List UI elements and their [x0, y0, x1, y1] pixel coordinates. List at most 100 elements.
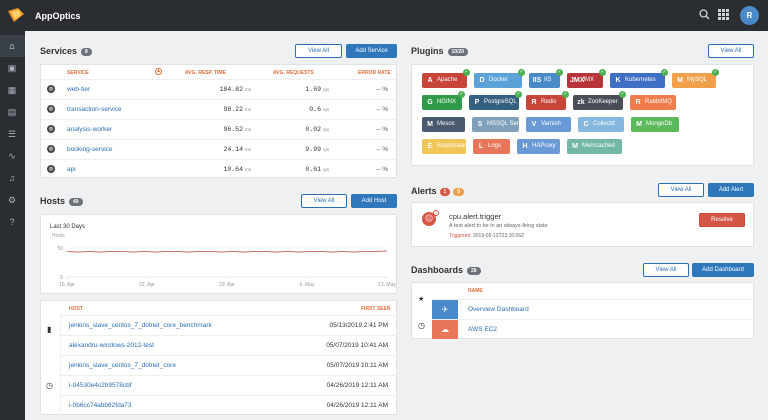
clock-icon[interactable]: ◷	[46, 381, 53, 390]
add-service-button[interactable]: Add Service	[346, 44, 397, 58]
metrics-icon[interactable]: ☰	[7, 129, 17, 139]
plugin-tile[interactable]: M Memcached	[567, 139, 622, 154]
service-name[interactable]: web-tier	[67, 86, 91, 93]
plugin-tile[interactable]: G NGINX ✓	[422, 91, 465, 110]
plugin-logo-icon: R	[531, 99, 537, 106]
plugin-name: HAProxy	[532, 143, 556, 149]
col-first-seen[interactable]: FIRST SEEN	[361, 306, 391, 312]
plugin-tile[interactable]: C Collectd	[578, 117, 624, 132]
plugin-tile[interactable]: R RabbitMQ	[630, 95, 676, 110]
plugin-tile[interactable]: A Apache ✓	[422, 69, 470, 88]
plugin-tile[interactable]: D Docker ✓	[474, 69, 525, 88]
plugin-tile[interactable]: P PostgreSQL ✓	[469, 91, 522, 110]
host-name[interactable]: jenkins_slave_centos_7_dotnet_core	[69, 362, 176, 369]
service-row[interactable]: ◍ booking-service 24.14 ms 9.99 rps -- %	[41, 139, 396, 159]
alerts-view-all-button[interactable]: View All	[658, 183, 704, 197]
service-error-rate: -- %	[376, 106, 388, 113]
alerts-bell-icon[interactable]: ♫	[8, 173, 16, 183]
recent-clock-icon[interactable]: ◷	[418, 321, 425, 330]
plugin-tile[interactable]: S MSSQL Server	[472, 117, 527, 132]
col-name[interactable]: NAME	[468, 288, 483, 294]
plugin-tile[interactable]: M MySQL ✓	[672, 69, 719, 88]
home-icon[interactable]: ⌂	[9, 41, 15, 51]
plugin-tile[interactable]: M MongoDb	[631, 117, 679, 132]
alert-item[interactable]: ☹ × cpu.alert.trigger A test alert to be…	[411, 202, 754, 247]
service-req-unit: rps	[323, 127, 330, 132]
plugin-tile[interactable]: H HAProxy	[517, 139, 560, 154]
col-requests[interactable]: AVG. REQUESTS	[273, 70, 314, 76]
star-icon[interactable]: ★	[418, 296, 425, 303]
bookmark-icon[interactable]: ▮	[47, 325, 52, 334]
service-row[interactable]: ◍ api 10.64 ms 0.61 rps -- %	[41, 159, 396, 179]
services-view-all-button[interactable]: View All	[295, 44, 342, 58]
plugin-tile[interactable]: V Varnish	[526, 117, 571, 132]
host-row[interactable]: jenkins_slave_centos_7_dotnet_core_bench…	[61, 315, 398, 335]
service-row[interactable]: ◍ analysis-worker 96.52 ms 0.02 rps -- %	[41, 119, 396, 139]
service-name[interactable]: api	[67, 166, 76, 173]
col-error-rate[interactable]: ERROR RATE	[358, 70, 391, 76]
plugin-name: IIS	[544, 77, 552, 83]
plugin-tile[interactable]: JMX JMX ✓	[567, 69, 606, 88]
col-resp-time[interactable]: AVG. RESP. TIME	[185, 70, 226, 76]
plugin-logo-icon: D	[479, 77, 485, 84]
service-row[interactable]: ◍ transaction-service 98.22 ms 0.6 rps -…	[41, 99, 396, 119]
service-name[interactable]: analysis-worker	[67, 126, 113, 133]
hosts-side-column: ▮ ◷	[41, 315, 61, 416]
service-name[interactable]: transaction-service	[67, 106, 122, 113]
dashboard-name[interactable]: Overview Dashboard	[468, 306, 529, 313]
plugin-tile[interactable]: K Kubernetes ✓	[610, 69, 668, 88]
help-icon[interactable]: ?	[9, 217, 15, 227]
host-first-seen: 04/26/2019 12:11 AM	[326, 382, 388, 389]
plugin-name: Apache	[437, 77, 458, 83]
dashboard-row[interactable]: ✈ Overview Dashboard	[432, 299, 755, 319]
user-avatar[interactable]: R	[740, 6, 759, 25]
installed-check-icon: ✓	[619, 91, 626, 98]
plugin-tile[interactable]: R Redis ✓	[526, 91, 569, 110]
plugin-tile[interactable]: L Logs	[473, 139, 510, 154]
service-req-unit: rps	[323, 87, 330, 92]
plugin-logo-icon: S	[477, 121, 483, 128]
plugins-view-all-button[interactable]: View All	[708, 44, 754, 58]
top-bar: AppOptics R	[0, 0, 768, 31]
host-row[interactable]: i-04530e4c2b9578cbf 04/26/2019 12:11 AM	[61, 375, 398, 395]
search-icon[interactable]	[699, 9, 710, 22]
sort-icon[interactable]: ▲	[155, 68, 162, 75]
dashboards-icon[interactable]: ▤	[7, 107, 17, 117]
host-first-seen: 04/26/2019 12:11 AM	[326, 402, 388, 409]
host-name[interactable]: jenkins_slave_centos_7_dotnet_core_bench…	[69, 322, 212, 329]
plugin-tile[interactable]: M Mesos	[422, 117, 465, 132]
plugin-tile[interactable]: IIS IIS ✓	[529, 69, 563, 88]
service-req-value: 0.6	[309, 106, 321, 113]
host-row[interactable]: jenkins_slave_centos_7_dotnet_core 05/07…	[61, 355, 398, 375]
plugin-name: Redis	[541, 99, 557, 105]
host-name[interactable]: i-0b6cc74abb62fda73	[69, 402, 132, 409]
host-row[interactable]: i-0b6cc74abb62fda73 04/26/2019 12:11 AM	[61, 395, 398, 415]
host-first-seen: 05/07/2019 10:11 AM	[326, 362, 388, 369]
host-name[interactable]: i-04530e4c2b9578cbf	[69, 382, 132, 389]
dashboards-view-all-button[interactable]: View All	[643, 263, 689, 277]
hosts-icon[interactable]: ▦	[7, 85, 17, 95]
plugin-tile[interactable]: E Elasticsearch	[422, 139, 473, 154]
hosts-table: HOST FIRST SEEN ▮ ◷ jenkins_slave_centos…	[40, 300, 398, 416]
add-host-button[interactable]: Add Host	[351, 194, 397, 208]
host-name[interactable]: alexandru-windows-2012-test	[69, 342, 154, 349]
service-row[interactable]: ◍ web-tier 184.82 ms 1.69 rps -- %	[41, 79, 396, 99]
col-service[interactable]: SERVICE	[67, 70, 89, 76]
grid-menu-icon[interactable]	[718, 9, 729, 22]
service-name[interactable]: booking-service	[67, 146, 113, 153]
plugins-title-text: Plugins	[411, 46, 444, 56]
hosts-view-all-button[interactable]: View All	[301, 194, 347, 208]
add-alert-button[interactable]: Add Alert	[708, 183, 754, 197]
hosts-count-badge: 49	[69, 197, 83, 206]
dashboard-name[interactable]: AWS EC2	[468, 326, 498, 333]
settings-gear-icon[interactable]: ⚙	[7, 195, 17, 205]
add-dashboard-button[interactable]: Add Dashboard	[692, 263, 754, 277]
host-row[interactable]: alexandru-windows-2012-test 05/07/2019 1…	[61, 335, 398, 355]
resolve-button[interactable]: Resolve	[699, 213, 745, 227]
plugin-tile[interactable]: zk ZooKeeper ✓	[573, 91, 626, 110]
service-error-rate: -- %	[376, 166, 388, 173]
services-icon[interactable]: ▣	[7, 63, 17, 73]
dashboard-row[interactable]: ☁ AWS EC2	[432, 319, 755, 339]
col-host[interactable]: HOST	[69, 306, 83, 312]
pulse-icon[interactable]: ∿	[8, 151, 16, 161]
